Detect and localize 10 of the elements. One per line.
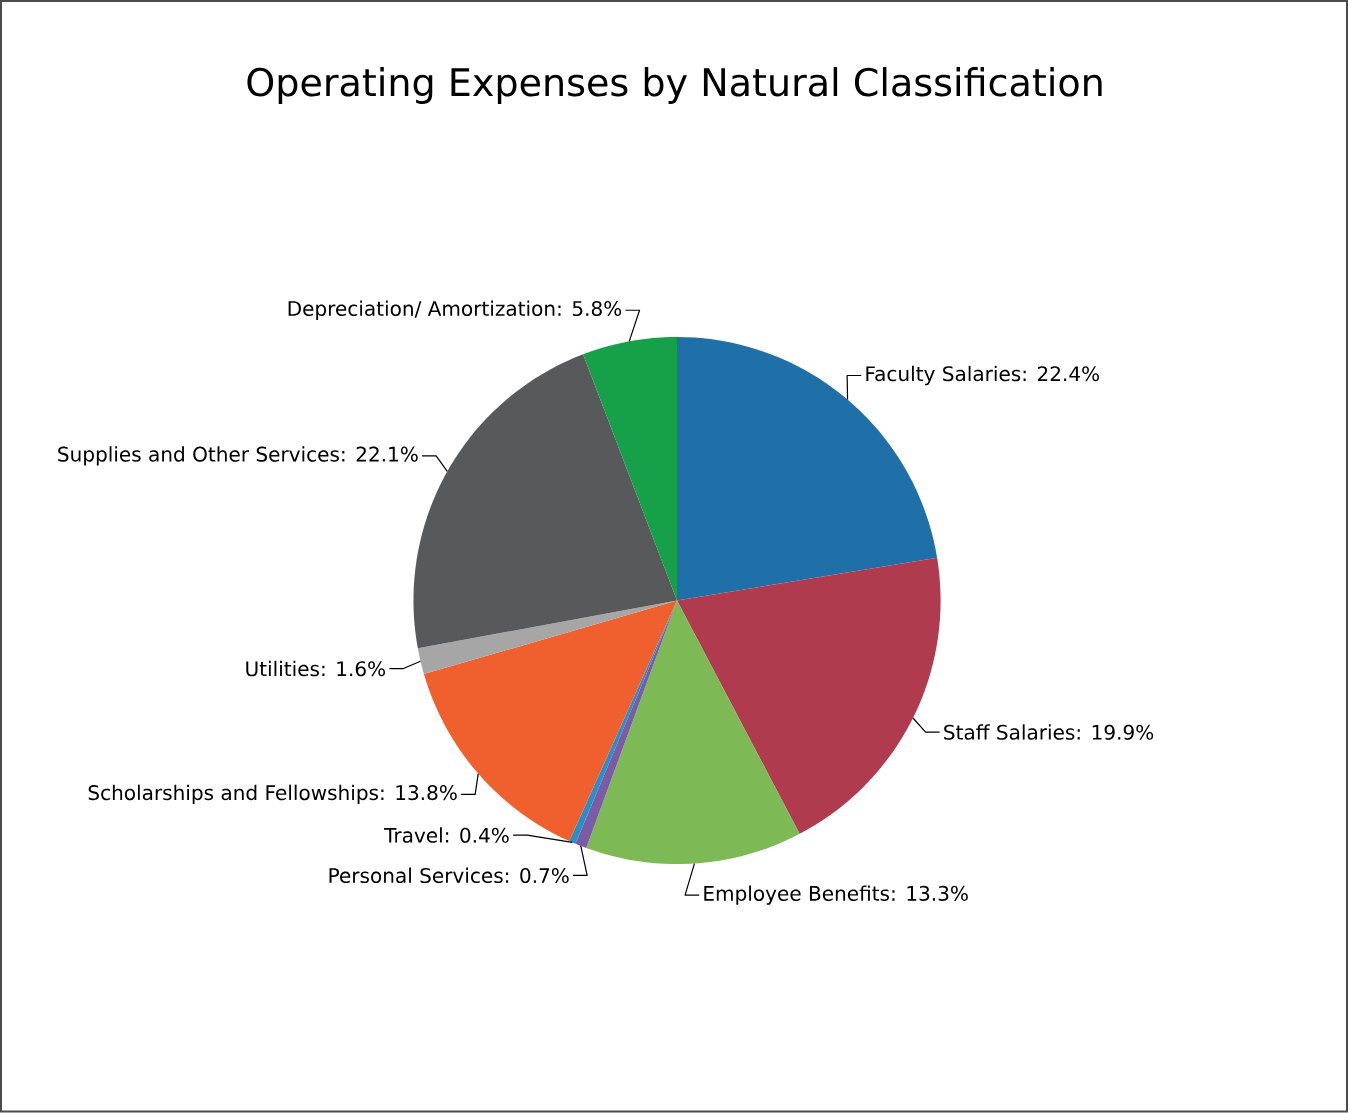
slice-label: Utilities: 1.6% <box>246 661 386 677</box>
slice-label: Staff Salaries: 19.9% <box>944 724 1154 741</box>
chart-title: Operating Expenses by Natural Classification <box>247 67 1102 105</box>
slice-label: Scholarships and Fellowships: 13.8% <box>88 784 457 805</box>
slice-label: Depreciation/ Amortization: 5.8% <box>288 300 622 321</box>
slice-label: Travel: 0.4% <box>384 827 509 844</box>
slice-label: Employee Benefits: 13.3% <box>704 885 968 905</box>
slice-label: Supplies and Other Services: 22.1% <box>58 446 418 466</box>
slice-label: Personal Services: 0.7% <box>329 867 569 884</box>
slice-label: Faculty Salaries: 22.4% <box>866 365 1100 386</box>
